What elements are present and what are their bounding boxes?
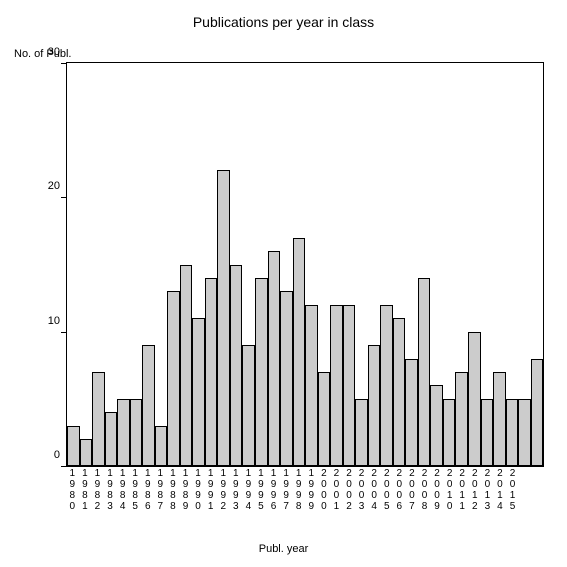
y-tick-label: 0 [54, 449, 60, 461]
x-tick-label: 1981 [79, 468, 92, 512]
x-axis-label: Publ. year [0, 543, 567, 555]
x-tick-label: 1990 [192, 468, 205, 512]
x-tick-label: 2005 [380, 468, 393, 512]
x-tick-label: 1989 [179, 468, 192, 512]
publications-chart: Publications per year in class No. of Pu… [0, 0, 567, 567]
bar [493, 372, 506, 466]
bar [105, 412, 118, 466]
bar [155, 426, 168, 466]
x-tick-label: 1988 [167, 468, 180, 512]
bar [130, 399, 143, 466]
bar [330, 305, 343, 466]
y-tick-label: 20 [48, 180, 60, 192]
x-axis-ticks: 1980198119821983198419851986198719881989… [66, 468, 544, 512]
bar [117, 399, 130, 466]
bar [531, 359, 544, 466]
bar [318, 372, 331, 466]
x-tick-label: 1996 [267, 468, 280, 512]
x-tick-label: 2000 [318, 468, 331, 512]
bar [80, 439, 93, 466]
x-tick-label: 2008 [418, 468, 431, 512]
bar [67, 426, 80, 466]
chart-title: Publications per year in class [0, 14, 567, 30]
bar [430, 385, 443, 466]
x-tick-label: 1992 [217, 468, 230, 512]
bar [242, 345, 255, 466]
x-tick-label: 2002 [343, 468, 356, 512]
bar [192, 318, 205, 466]
x-tick-label [531, 468, 544, 512]
x-tick-label: 1982 [91, 468, 104, 512]
y-axis-label: No. of Publ. [14, 48, 71, 60]
y-tick-label: 30 [48, 46, 60, 58]
x-tick-label: 2015 [506, 468, 519, 512]
bar [142, 345, 155, 466]
bar [92, 372, 105, 466]
x-tick-label: 1986 [141, 468, 154, 512]
x-tick-label: 2004 [368, 468, 381, 512]
bar [280, 291, 293, 466]
x-tick-label: 1994 [242, 468, 255, 512]
x-tick-label: 1980 [66, 468, 79, 512]
bars-container [67, 63, 543, 466]
bar [518, 399, 531, 466]
x-tick-label: 1984 [116, 468, 129, 512]
x-tick-label: 1999 [305, 468, 318, 512]
bar [268, 251, 281, 466]
bar [343, 305, 356, 466]
x-tick-label: 2014 [494, 468, 507, 512]
bar [455, 372, 468, 466]
bar [167, 291, 180, 466]
x-tick-label: 1991 [204, 468, 217, 512]
x-tick-label: 1985 [129, 468, 142, 512]
y-tick-label: 10 [48, 315, 60, 327]
bar [180, 265, 193, 467]
bar [405, 359, 418, 466]
bar [468, 332, 481, 466]
x-tick-label: 2003 [355, 468, 368, 512]
bar [368, 345, 381, 466]
x-tick-label: 1998 [292, 468, 305, 512]
bar [481, 399, 494, 466]
bar [205, 278, 218, 466]
x-tick-label: 1987 [154, 468, 167, 512]
x-tick-label: 1997 [280, 468, 293, 512]
x-tick-label: 2001 [330, 468, 343, 512]
bar [355, 399, 368, 466]
x-tick-label: 2006 [393, 468, 406, 512]
x-tick-label: 2009 [431, 468, 444, 512]
bar [506, 399, 519, 466]
bar [418, 278, 431, 466]
plot-area [66, 62, 544, 467]
bar [380, 305, 393, 466]
x-tick-label: 1983 [104, 468, 117, 512]
bar [255, 278, 268, 466]
bar [230, 265, 243, 467]
x-tick-label: 2013 [481, 468, 494, 512]
bar [393, 318, 406, 466]
x-tick-label: 2011 [456, 468, 469, 512]
x-tick-label: 1993 [230, 468, 243, 512]
bar [443, 399, 456, 466]
x-tick-label: 2007 [406, 468, 419, 512]
y-axis-ticks: 0102030 [0, 62, 66, 467]
bar [305, 305, 318, 466]
x-tick-label: 2012 [469, 468, 482, 512]
bar [217, 170, 230, 466]
x-tick-label: 2010 [443, 468, 456, 512]
x-tick-label [519, 468, 532, 512]
x-tick-label: 1995 [255, 468, 268, 512]
bar [293, 238, 306, 466]
